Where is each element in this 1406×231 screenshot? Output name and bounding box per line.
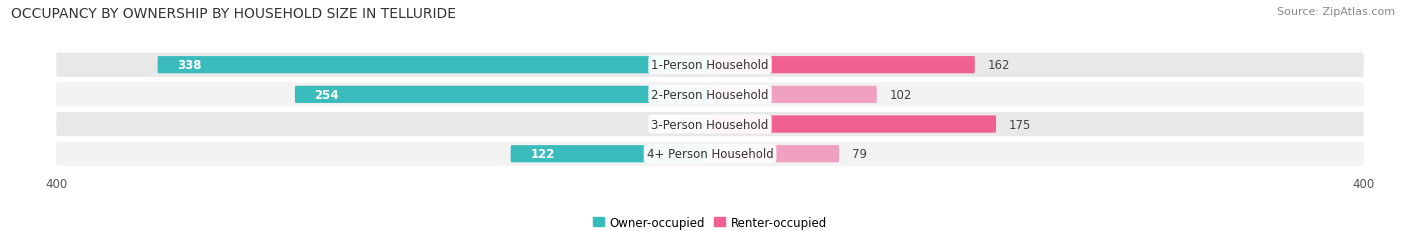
FancyBboxPatch shape bbox=[295, 86, 710, 103]
FancyBboxPatch shape bbox=[710, 86, 877, 103]
FancyBboxPatch shape bbox=[56, 142, 1364, 166]
Text: 3-Person Household: 3-Person Household bbox=[651, 118, 769, 131]
Text: Source: ZipAtlas.com: Source: ZipAtlas.com bbox=[1277, 7, 1395, 17]
Text: 79: 79 bbox=[852, 148, 868, 161]
Text: 162: 162 bbox=[988, 59, 1011, 72]
Text: 18: 18 bbox=[652, 118, 668, 131]
FancyBboxPatch shape bbox=[710, 57, 974, 74]
Text: 122: 122 bbox=[530, 148, 554, 161]
FancyBboxPatch shape bbox=[56, 112, 1364, 137]
FancyBboxPatch shape bbox=[56, 83, 1364, 107]
Text: 102: 102 bbox=[890, 88, 912, 101]
Text: 1-Person Household: 1-Person Household bbox=[651, 59, 769, 72]
FancyBboxPatch shape bbox=[710, 146, 839, 163]
Text: 4+ Person Household: 4+ Person Household bbox=[647, 148, 773, 161]
Text: OCCUPANCY BY OWNERSHIP BY HOUSEHOLD SIZE IN TELLURIDE: OCCUPANCY BY OWNERSHIP BY HOUSEHOLD SIZE… bbox=[11, 7, 457, 21]
FancyBboxPatch shape bbox=[710, 116, 995, 133]
Text: 254: 254 bbox=[315, 88, 339, 101]
Legend: Owner-occupied, Renter-occupied: Owner-occupied, Renter-occupied bbox=[588, 211, 832, 231]
FancyBboxPatch shape bbox=[510, 146, 710, 163]
Text: 2-Person Household: 2-Person Household bbox=[651, 88, 769, 101]
FancyBboxPatch shape bbox=[56, 53, 1364, 78]
FancyBboxPatch shape bbox=[157, 57, 710, 74]
FancyBboxPatch shape bbox=[681, 116, 710, 133]
Text: 175: 175 bbox=[1010, 118, 1032, 131]
Text: 338: 338 bbox=[177, 59, 201, 72]
